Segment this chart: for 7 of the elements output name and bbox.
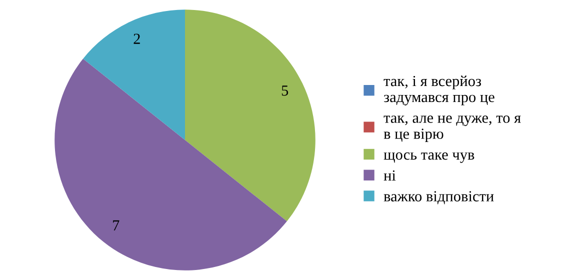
legend-label: ні (384, 170, 396, 180)
legend-label: щось таке чув (384, 152, 474, 163)
legend-label: важко відповісти (384, 191, 494, 204)
data-label: 7 (113, 220, 120, 230)
data-label: 5 (282, 86, 288, 96)
data-label: 2 (134, 34, 140, 44)
legend-label: так, але не дуже, то я в це вірю (384, 116, 521, 142)
